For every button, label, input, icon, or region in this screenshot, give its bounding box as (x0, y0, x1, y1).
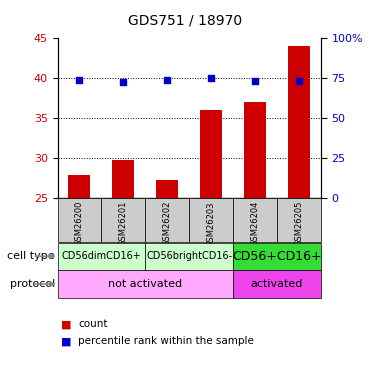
Text: cell type: cell type (7, 251, 55, 261)
Text: GSM26204: GSM26204 (250, 201, 260, 246)
Bar (145, 198, 189, 243)
Text: GSM26201: GSM26201 (119, 201, 128, 246)
Text: GSM26205: GSM26205 (295, 201, 303, 246)
Text: CD56dimCD16+: CD56dimCD16+ (62, 251, 141, 261)
Text: percentile rank within the sample: percentile rank within the sample (78, 336, 254, 346)
Text: CD56+CD16+: CD56+CD16+ (232, 250, 322, 263)
Bar (58, 270, 233, 298)
Text: count: count (78, 320, 108, 329)
Bar (233, 270, 321, 298)
Text: ■: ■ (61, 336, 72, 346)
Bar (233, 243, 321, 270)
Text: GSM26200: GSM26200 (75, 201, 84, 246)
Bar (145, 243, 233, 270)
Point (252, 78, 258, 84)
Point (121, 78, 127, 84)
Bar (69, 175, 91, 198)
Bar (288, 45, 310, 198)
Text: CD56brightCD16-: CD56brightCD16- (146, 251, 232, 261)
Point (164, 77, 170, 83)
Bar (112, 160, 134, 198)
Bar (58, 243, 145, 270)
Bar (58, 198, 101, 243)
Bar (233, 198, 277, 243)
Bar (101, 198, 145, 243)
Bar (156, 180, 178, 198)
Bar (277, 198, 321, 243)
Text: GDS751 / 18970: GDS751 / 18970 (128, 13, 243, 27)
Bar (200, 110, 222, 198)
Text: ■: ■ (61, 320, 72, 329)
Bar (189, 198, 233, 243)
Point (208, 75, 214, 81)
Text: activated: activated (251, 279, 303, 289)
Text: GSM26202: GSM26202 (163, 201, 172, 246)
Point (296, 78, 302, 84)
Bar (244, 102, 266, 198)
Text: not activated: not activated (108, 279, 183, 289)
Point (76, 77, 82, 83)
Text: GSM26203: GSM26203 (207, 201, 216, 247)
Text: protocol: protocol (10, 279, 55, 289)
